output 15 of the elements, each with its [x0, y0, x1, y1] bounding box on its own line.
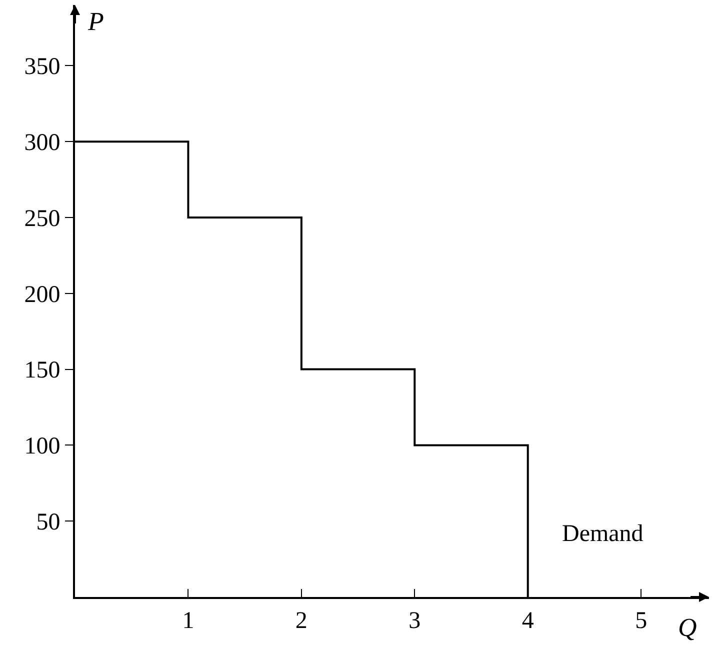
y-tick-label: 300	[24, 130, 60, 156]
x-tick-label: 1	[182, 608, 194, 634]
y-axis-title: P	[87, 7, 104, 36]
x-tick-label: 2	[295, 608, 308, 634]
x-tick-label: 5	[635, 608, 648, 634]
y-tick-label: 200	[24, 282, 60, 308]
x-tick-label: 3	[408, 608, 421, 634]
x-axis-title: Q	[678, 613, 697, 642]
y-tick-label: 50	[36, 510, 60, 536]
x-tick-label: 4	[522, 608, 534, 634]
y-tick-label: 350	[24, 54, 60, 80]
series-label: Demand	[562, 521, 644, 547]
y-tick-label: 250	[24, 206, 60, 232]
y-tick-label: 100	[24, 434, 60, 460]
y-tick-label: 150	[24, 358, 60, 384]
